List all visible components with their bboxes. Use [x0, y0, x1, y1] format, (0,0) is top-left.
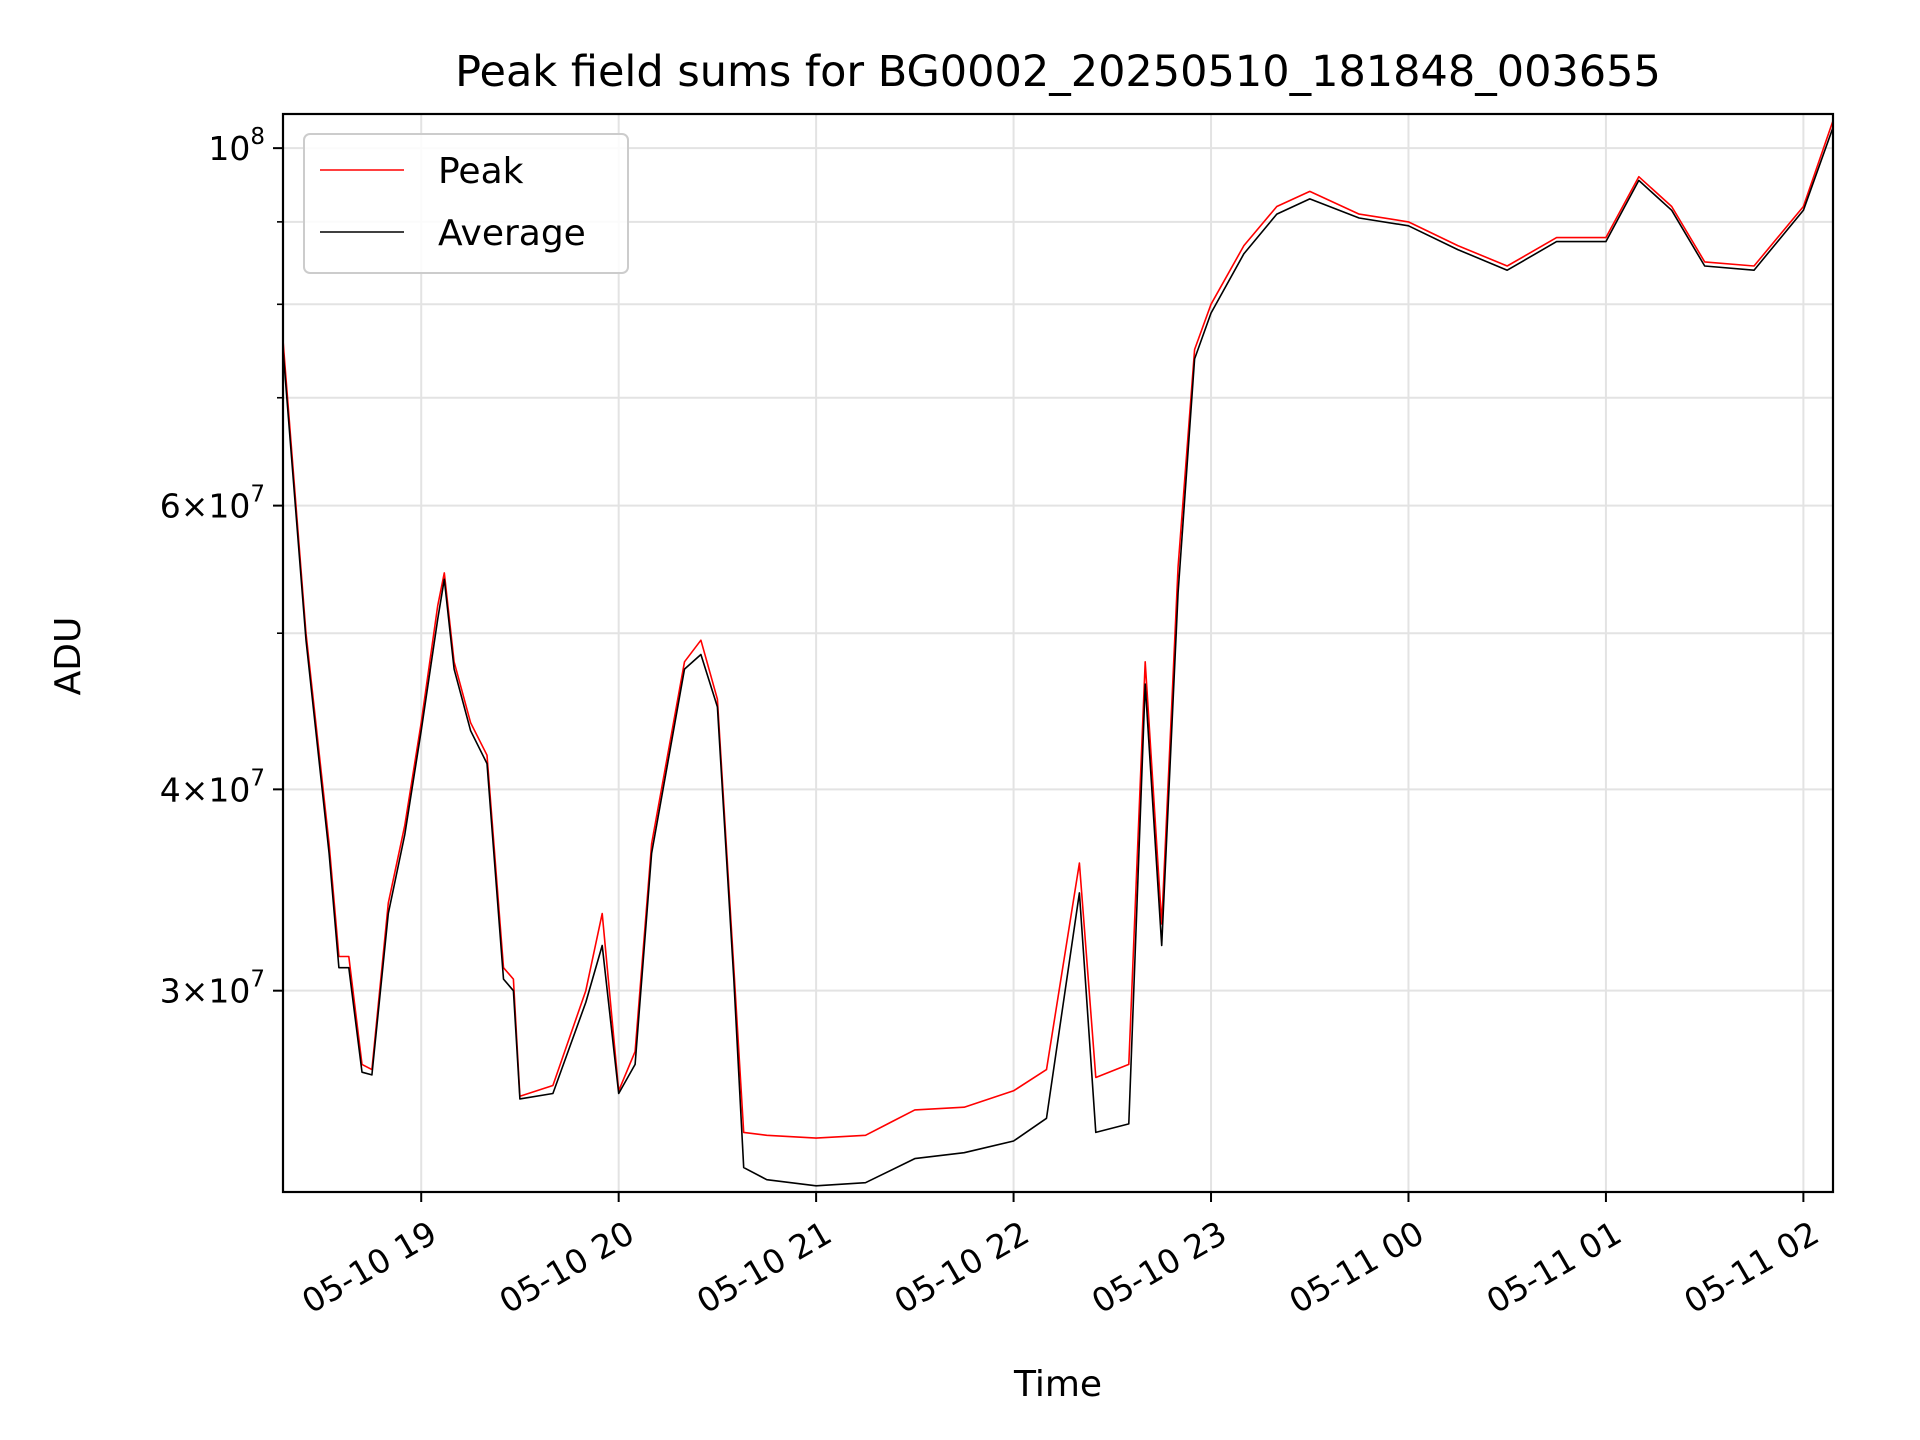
series-line-peak: [282, 120, 1834, 1139]
y-axis-label: ADU: [48, 617, 89, 696]
y-tick-label: 6×107: [160, 482, 265, 526]
y-tick-exponent: 7: [250, 967, 265, 993]
legend: Peak Average: [303, 133, 629, 274]
y-tick-label: 4×107: [160, 765, 265, 809]
chart-title: Peak field sums for BG0002_20250510_1818…: [455, 47, 1661, 97]
series-line-average: [282, 127, 1834, 1187]
legend-label-average: Average: [438, 213, 586, 254]
y-tick-base: 3×10: [160, 972, 251, 1011]
y-tick-base: 6×10: [160, 487, 251, 526]
y-tick-base: 10: [208, 129, 250, 168]
y-tick-exponent: 7: [250, 765, 265, 791]
legend-label-peak: Peak: [438, 151, 524, 192]
y-tick-label: 108: [208, 124, 265, 168]
y-tick-exponent: 8: [250, 124, 265, 150]
y-tick-exponent: 7: [250, 482, 265, 508]
legend-box: [303, 133, 629, 274]
plot-frame: [281, 112, 1835, 1194]
series-lines: [282, 120, 1834, 1187]
y-tick-base: 4×10: [160, 770, 251, 809]
x-axis-label: Time: [1013, 1364, 1102, 1405]
y-tick-label: 3×107: [160, 967, 265, 1011]
